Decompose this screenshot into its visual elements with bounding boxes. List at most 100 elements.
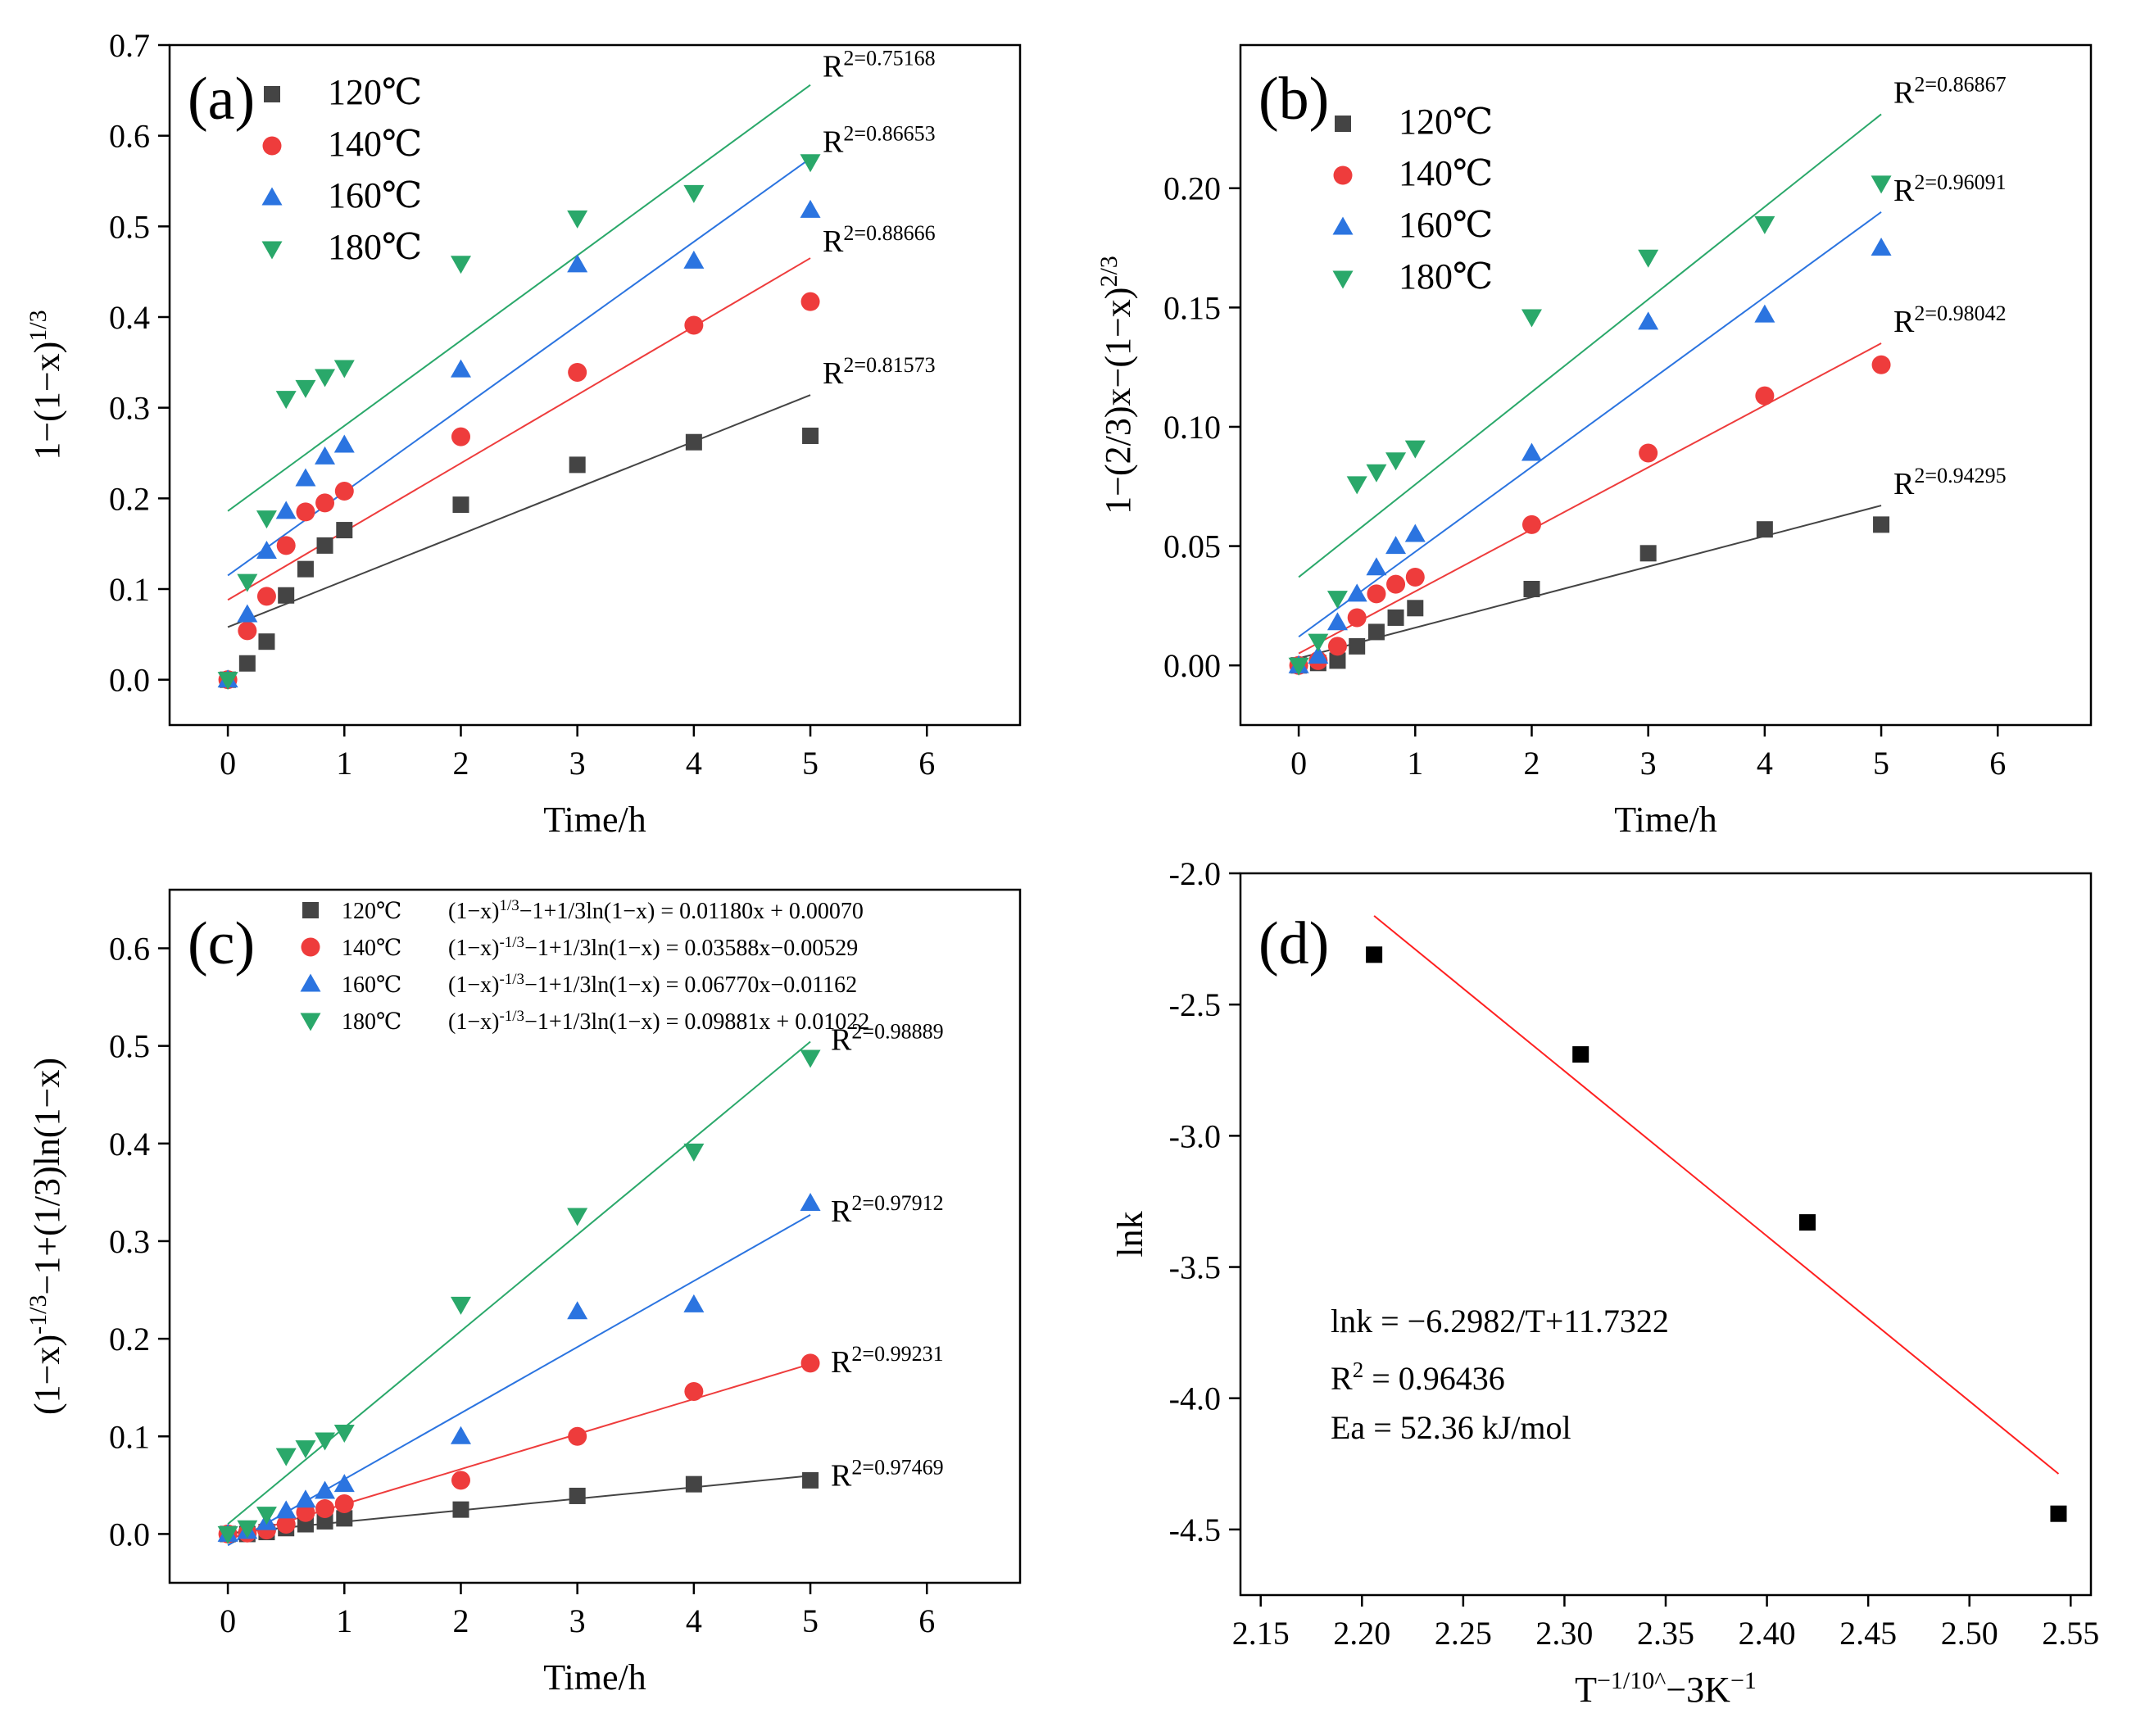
data-point <box>333 1474 355 1493</box>
legend-marker <box>1332 216 1354 235</box>
data-point <box>1327 637 1347 656</box>
plot-frame <box>1239 43 2093 727</box>
data-point <box>568 1426 587 1446</box>
x-tick-label: 2 <box>1523 745 1540 782</box>
data-point <box>336 1510 353 1527</box>
y-tick-label: 0.0 <box>109 662 150 699</box>
data-point <box>452 496 469 514</box>
x-tick-label: 2.40 <box>1739 1615 1796 1652</box>
legend-marker <box>262 136 282 156</box>
panel-b: 0 1 2 3 4 5 6 0.00 0.05 0.10 0.15 0.20 Time/h 1−(2/3)… <box>1095 43 2093 840</box>
data-point <box>1387 609 1404 626</box>
x-tick-label: 3 <box>1640 745 1657 782</box>
y-tick-label: -2.0 <box>1169 855 1221 892</box>
legend-label: 120℃ <box>1399 102 1493 142</box>
y-axis-label: 1−(1−x)1/3 <box>25 310 68 460</box>
fit-line <box>1373 915 2060 1475</box>
data-point <box>800 1049 821 1068</box>
x-tick-label: 2.50 <box>1941 1615 1998 1652</box>
legend-label: 120℃ <box>328 72 422 112</box>
data-point <box>333 1425 355 1444</box>
y-tick-label: 0.3 <box>109 390 150 427</box>
panel-c: 0 1 2 3 4 5 6 0.0 0.1 0.2 0.3 0.4 0.5 0.6 Time/h (1−x)-… <box>25 888 1022 1697</box>
plot-frame <box>1239 872 2093 1597</box>
x-tick-label: 1 <box>336 1602 352 1639</box>
data-point <box>276 1515 296 1534</box>
data-point <box>256 510 277 529</box>
data-point <box>217 1525 238 1544</box>
y-tick-label: 0.20 <box>1163 170 1221 207</box>
data-point <box>315 1498 335 1518</box>
fit-equation: lnk = −6.2982/T+11.7322 <box>1331 1303 1669 1339</box>
data-point <box>316 537 333 554</box>
data-point <box>276 536 296 555</box>
data-point <box>1638 249 1659 268</box>
x-tick-label: 5 <box>1873 745 1889 782</box>
y-tick-label: 0.1 <box>109 571 150 608</box>
r2-label: R2=0.97912 <box>831 1190 944 1229</box>
legend-label: 160℃ <box>342 972 401 998</box>
data-point <box>683 184 705 203</box>
data-point <box>451 1471 470 1490</box>
data-point <box>275 501 297 519</box>
data-point <box>237 573 258 592</box>
x-tick-label: 6 <box>918 1602 935 1639</box>
fit-line-160℃ <box>227 157 811 577</box>
data-point <box>800 154 821 173</box>
data-point <box>295 1440 316 1459</box>
r2-label: R2=0.81573 <box>823 353 936 392</box>
data-point <box>800 1353 820 1373</box>
r2-label: R2=0.98889 <box>831 1019 944 1058</box>
x-tick-label: 6 <box>918 745 935 782</box>
x-tick-label: 1 <box>336 745 352 782</box>
y-tick-label: 0.6 <box>109 930 150 967</box>
data-point <box>1385 452 1407 471</box>
data-point <box>1572 1046 1589 1063</box>
data-point <box>567 1208 588 1226</box>
fit-line-120℃ <box>227 394 811 628</box>
plot-frame <box>168 43 1022 727</box>
data-point <box>1639 545 1657 562</box>
x-tick-label: 4 <box>686 745 702 782</box>
data-point <box>1385 536 1407 555</box>
data-point <box>295 379 316 398</box>
legend-marker <box>1335 116 1351 132</box>
x-tick-label: 2 <box>452 745 469 782</box>
y-tick-label: -4.5 <box>1169 1512 1221 1548</box>
data-point <box>683 1294 705 1312</box>
x-tick-label: 4 <box>1757 745 1773 782</box>
plot-frame <box>168 888 1022 1584</box>
data-point <box>802 1471 819 1489</box>
data-point <box>296 502 315 522</box>
legend-marker <box>1333 165 1353 185</box>
legend-label: 160℃ <box>1399 205 1493 245</box>
x-tick-label: 0 <box>1290 745 1307 782</box>
data-point <box>296 1503 315 1522</box>
data-point <box>569 1487 586 1504</box>
data-point <box>237 604 258 623</box>
y-tick-label: 0.4 <box>109 299 150 336</box>
data-point <box>1871 175 1892 194</box>
y-tick-label: 0.5 <box>109 1028 150 1065</box>
data-point <box>256 541 277 560</box>
r2-label: R2=0.88666 <box>823 221 936 260</box>
data-point <box>451 427 470 446</box>
data-point <box>1871 355 1891 374</box>
y-tick-label: -3.5 <box>1169 1249 1221 1286</box>
panel-label: (c) <box>188 910 255 977</box>
data-point <box>1347 608 1367 628</box>
data-point <box>685 433 702 451</box>
equation-label: (1−x)-1/3−1+1/3ln(1−x) = 0.09881x + 0.01… <box>448 1008 869 1036</box>
data-point <box>297 560 314 578</box>
data-point <box>278 587 295 604</box>
data-point <box>1367 623 1385 641</box>
y-tick-label: 0.7 <box>109 27 150 64</box>
legend-marker <box>301 937 320 957</box>
y-tick-label: 0.2 <box>109 480 150 517</box>
data-point <box>450 1426 471 1444</box>
y-tick-label: 0.0 <box>109 1516 150 1552</box>
data-point <box>568 363 587 383</box>
data-point <box>1346 476 1367 495</box>
data-point <box>683 1143 705 1162</box>
data-point <box>1638 311 1659 330</box>
